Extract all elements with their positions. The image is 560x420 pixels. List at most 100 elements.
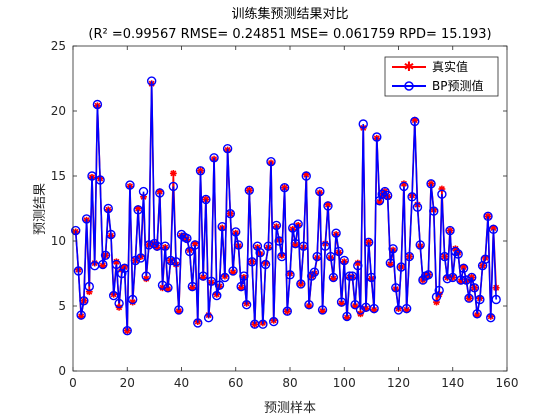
data-point bbox=[445, 225, 455, 236]
data-point bbox=[141, 271, 151, 281]
data-point bbox=[212, 290, 222, 301]
series-bp-predictions bbox=[71, 76, 501, 336]
data-point bbox=[309, 267, 320, 277]
data-point bbox=[415, 240, 425, 250]
data-point bbox=[328, 272, 339, 283]
data-point bbox=[426, 179, 436, 189]
data-point bbox=[363, 237, 374, 248]
data-point bbox=[236, 281, 246, 292]
data-point bbox=[458, 263, 469, 273]
data-point bbox=[84, 281, 94, 292]
data-point bbox=[125, 180, 135, 190]
data-point bbox=[114, 298, 124, 309]
data-point bbox=[423, 270, 434, 280]
data-point bbox=[266, 156, 276, 167]
y-tick-label: 15 bbox=[51, 169, 66, 183]
data-point bbox=[491, 294, 501, 305]
data-point bbox=[353, 261, 363, 271]
legend-marker-pred-circle bbox=[404, 81, 414, 91]
data-point bbox=[255, 247, 265, 258]
data-point bbox=[407, 192, 417, 202]
data-point bbox=[122, 326, 132, 336]
data-point bbox=[304, 300, 314, 310]
data-point bbox=[92, 99, 103, 110]
data-point bbox=[355, 305, 366, 315]
data-point bbox=[296, 279, 306, 289]
data-point bbox=[169, 170, 177, 177]
data-point bbox=[391, 283, 401, 293]
x-tick-label: 80 bbox=[282, 376, 297, 390]
data-point bbox=[317, 305, 328, 315]
data-point bbox=[165, 255, 176, 266]
data-point bbox=[76, 310, 86, 320]
x-tick-label: 120 bbox=[387, 376, 410, 390]
data-point bbox=[274, 236, 284, 246]
data-point bbox=[71, 225, 81, 236]
data-point bbox=[79, 296, 89, 306]
data-point bbox=[138, 186, 149, 197]
data-point bbox=[269, 316, 279, 327]
data-point bbox=[350, 300, 360, 310]
data-point bbox=[168, 181, 179, 192]
data-point bbox=[174, 305, 184, 315]
y-tick-label: 20 bbox=[51, 104, 66, 118]
data-point bbox=[342, 311, 352, 322]
data-point bbox=[347, 271, 358, 281]
data-point bbox=[100, 250, 111, 261]
data-point bbox=[385, 258, 396, 268]
data-point bbox=[184, 246, 195, 257]
x-tick-label: 20 bbox=[120, 376, 135, 390]
data-point bbox=[209, 153, 219, 163]
data-point bbox=[175, 307, 183, 315]
data-point bbox=[325, 251, 336, 262]
chart-title: 训练集预测结果对比 bbox=[231, 6, 348, 22]
data-point bbox=[475, 294, 485, 305]
data-point bbox=[448, 272, 458, 283]
data-point bbox=[87, 171, 97, 181]
data-point bbox=[73, 266, 84, 276]
data-point bbox=[206, 276, 217, 286]
data-point bbox=[239, 271, 249, 281]
data-point bbox=[480, 254, 490, 264]
data-point bbox=[377, 189, 387, 199]
x-tick-label: 160 bbox=[496, 376, 519, 390]
x-tick-label: 140 bbox=[441, 376, 464, 390]
data-point bbox=[339, 255, 349, 266]
data-point bbox=[369, 303, 379, 314]
data-point bbox=[483, 211, 493, 222]
data-point bbox=[343, 314, 351, 322]
data-point bbox=[81, 214, 92, 224]
data-point bbox=[399, 181, 409, 192]
data-point bbox=[258, 319, 268, 329]
data-point bbox=[331, 228, 341, 238]
data-point bbox=[344, 271, 355, 281]
y-axis-label: 预测结果 bbox=[33, 183, 48, 235]
data-point bbox=[127, 294, 138, 305]
data-point bbox=[429, 206, 439, 216]
data-point bbox=[293, 219, 303, 229]
data-point bbox=[193, 318, 203, 328]
data-point bbox=[163, 283, 173, 293]
legend-box bbox=[384, 56, 499, 97]
data-point bbox=[334, 246, 344, 257]
data-point bbox=[388, 244, 398, 254]
series-layer bbox=[71, 76, 501, 336]
data-point bbox=[486, 313, 496, 323]
data-point bbox=[231, 227, 241, 237]
data-point bbox=[372, 132, 382, 142]
data-point bbox=[469, 283, 480, 293]
data-point bbox=[95, 175, 105, 185]
data-point bbox=[133, 205, 143, 215]
legend: ✱ 真实值 BP预测值 bbox=[384, 56, 499, 97]
data-point bbox=[136, 253, 146, 263]
data-point bbox=[358, 119, 368, 129]
data-point bbox=[241, 300, 252, 310]
data-point bbox=[282, 306, 292, 316]
data-point bbox=[108, 290, 119, 301]
y-tick-label: 0 bbox=[58, 364, 66, 378]
data-point bbox=[396, 262, 406, 272]
data-point bbox=[203, 313, 214, 323]
y-tick-label: 25 bbox=[51, 39, 66, 53]
data-point bbox=[277, 251, 287, 262]
data-point bbox=[472, 309, 482, 319]
